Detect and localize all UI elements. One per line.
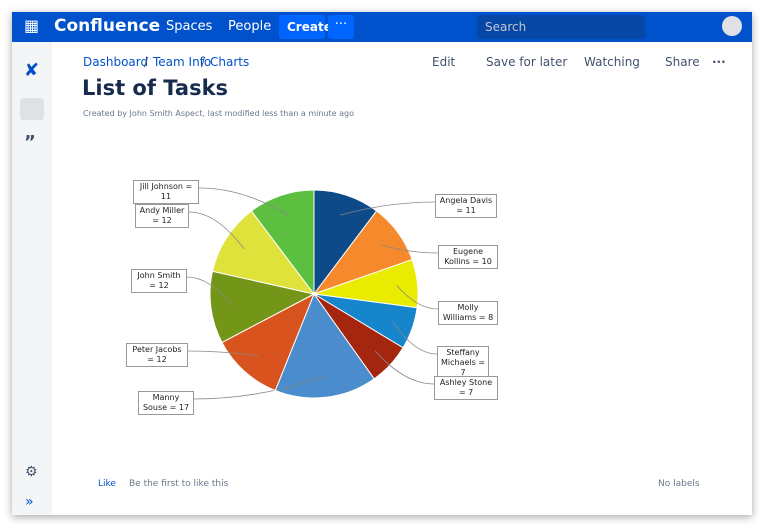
leader-line <box>188 211 245 250</box>
pie-slice <box>211 210 316 295</box>
leader-line <box>198 187 288 216</box>
create-button[interactable]: Create <box>279 15 332 39</box>
breadcrumb[interactable]: Team Info <box>153 55 212 69</box>
pie-slice <box>221 292 315 392</box>
sidebar: ✘ ” ⚙ » <box>12 42 52 515</box>
brand[interactable]: Confluence <box>54 16 161 36</box>
slice-label: Peter Jacobs = 12 <box>126 343 188 367</box>
expand-icon[interactable]: » <box>25 494 34 510</box>
breadcrumb[interactable]: Charts <box>210 55 250 69</box>
leader-line <box>187 350 259 357</box>
page-title: List of Tasks <box>82 76 229 100</box>
search-box[interactable]: Search <box>477 15 645 39</box>
leader-line <box>381 244 439 254</box>
slice-label: John Smith = 12 <box>131 269 187 293</box>
labels-note: No labels <box>658 479 700 489</box>
pie-slice <box>274 292 375 399</box>
leader-line <box>374 350 435 385</box>
create-label: Create <box>287 20 332 34</box>
people-link[interactable]: People <box>228 19 272 34</box>
settings-icon[interactable]: ⚙ <box>25 464 38 480</box>
window: ▦ Confluence Spaces People Create ··· Se… <box>12 12 752 515</box>
leader-line <box>193 376 324 400</box>
watch-button[interactable]: Watching <box>584 55 640 69</box>
top-nav: ▦ Confluence Spaces People Create ··· Se… <box>12 12 752 42</box>
blog-icon[interactable]: ” <box>24 132 36 153</box>
slice-label: Manny Souse = 17 <box>138 391 194 415</box>
more-actions[interactable]: ··· <box>712 55 726 69</box>
more-button[interactable]: ··· <box>328 15 354 39</box>
breadcrumb[interactable]: Dashboard <box>83 55 149 69</box>
search-placeholder: Search <box>485 20 527 34</box>
slice-label: Angela Davis = 11 <box>435 194 497 218</box>
slice-label: Molly Williams = 8 <box>438 301 498 325</box>
slice-label: Andy Miller = 12 <box>135 204 189 228</box>
slice-label: Ashley Stone = 7 <box>434 376 498 400</box>
slice-label: Eugene Kollins = 10 <box>438 245 498 269</box>
share-button[interactable]: Share <box>665 55 700 69</box>
slice-label: Steffany Michaels = 7 <box>437 346 489 380</box>
avatar[interactable] <box>722 16 742 36</box>
like-button[interactable]: Like <box>98 479 116 489</box>
spaces-menu[interactable]: Spaces <box>166 19 213 34</box>
app-switcher[interactable]: ▦ <box>24 16 40 35</box>
like-note: Be the first to like this <box>129 479 229 489</box>
pages-icon[interactable] <box>20 98 44 120</box>
space-logo[interactable]: ✘ <box>24 60 40 81</box>
leader-line <box>340 201 436 216</box>
leader-line <box>186 276 232 306</box>
edit-button[interactable]: Edit <box>432 55 456 69</box>
pie-slice <box>250 189 315 296</box>
save-button[interactable]: Save for later <box>486 55 568 69</box>
slice-label: Jill Johnson = 11 <box>133 180 199 204</box>
pie-slice <box>209 270 316 344</box>
leader-line <box>396 285 439 310</box>
byline: Created by John Smith Aspect, last modif… <box>83 109 354 118</box>
leader-line <box>392 321 438 355</box>
